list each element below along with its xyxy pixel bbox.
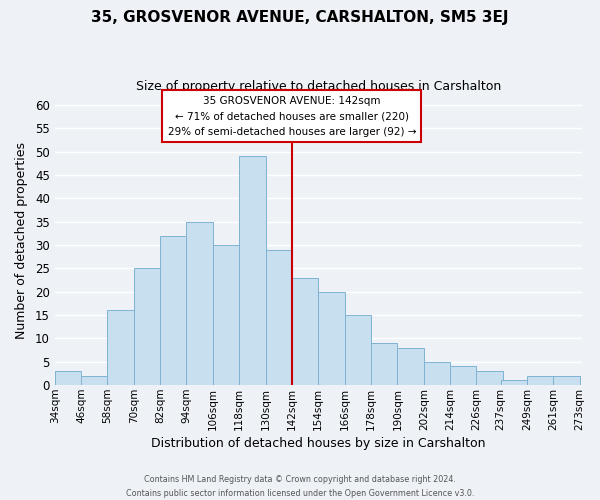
Text: 35 GROSVENOR AVENUE: 142sqm
← 71% of detached houses are smaller (220)
29% of se: 35 GROSVENOR AVENUE: 142sqm ← 71% of det… <box>167 96 416 137</box>
Bar <box>397 348 424 385</box>
Bar <box>81 376 107 385</box>
Bar <box>553 376 580 385</box>
Bar <box>239 156 266 385</box>
Text: Contains HM Land Registry data © Crown copyright and database right 2024.
Contai: Contains HM Land Registry data © Crown c… <box>126 476 474 498</box>
Bar <box>319 292 344 385</box>
Text: 35, GROSVENOR AVENUE, CARSHALTON, SM5 3EJ: 35, GROSVENOR AVENUE, CARSHALTON, SM5 3E… <box>91 10 509 25</box>
Bar <box>424 362 450 385</box>
Bar <box>266 250 292 385</box>
Bar <box>134 268 160 385</box>
Y-axis label: Number of detached properties: Number of detached properties <box>15 142 28 339</box>
Bar <box>450 366 476 385</box>
Bar <box>344 315 371 385</box>
Bar <box>213 245 239 385</box>
Bar <box>107 310 134 385</box>
Bar <box>371 343 397 385</box>
Bar <box>476 371 503 385</box>
Bar <box>160 236 187 385</box>
Bar <box>55 371 81 385</box>
Bar <box>292 278 319 385</box>
Title: Size of property relative to detached houses in Carshalton: Size of property relative to detached ho… <box>136 80 501 93</box>
Bar <box>500 380 527 385</box>
X-axis label: Distribution of detached houses by size in Carshalton: Distribution of detached houses by size … <box>151 437 485 450</box>
Bar <box>527 376 553 385</box>
Bar <box>187 222 213 385</box>
